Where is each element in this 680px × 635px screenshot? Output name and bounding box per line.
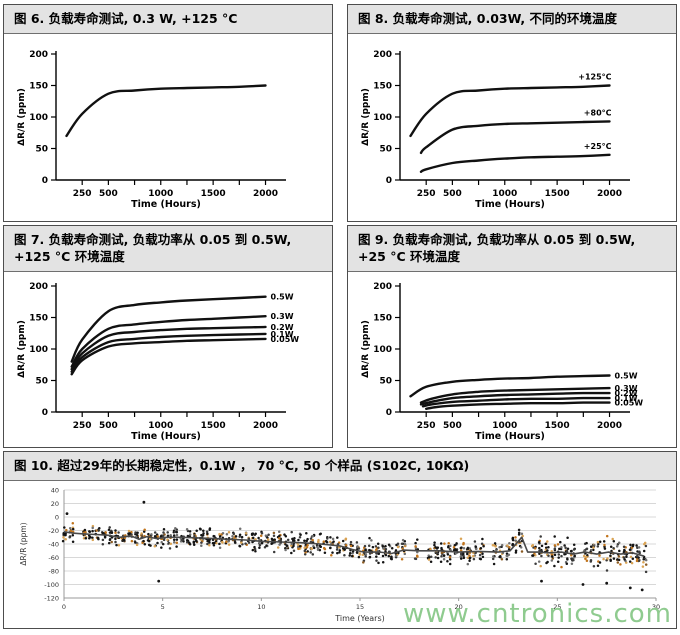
svg-text:-60: -60	[48, 554, 59, 562]
svg-text:2000: 2000	[597, 421, 622, 431]
svg-text:1000: 1000	[148, 421, 173, 431]
svg-text:Time (Hours): Time (Hours)	[131, 431, 201, 442]
figure-9-chart: 0 50 100 150 200 250 500 1000 1500 2000 Time (Hour…	[348, 272, 676, 447]
svg-text:250: 250	[73, 421, 92, 431]
svg-text:ΔR/R (ppm): ΔR/R (ppm)	[17, 321, 27, 379]
svg-text:+25°C: +25°C	[584, 142, 612, 151]
svg-text:200: 200	[29, 50, 48, 60]
svg-text:0.3W: 0.3W	[615, 384, 638, 393]
svg-text:500: 500	[443, 421, 462, 431]
figure-9-panel: 图 9. 负载寿命测试, 负载功率从 0.05 到 0.5W, +25 °C 环…	[347, 225, 677, 448]
svg-text:500: 500	[99, 421, 118, 431]
svg-text:100: 100	[29, 345, 48, 355]
svg-text:0: 0	[55, 514, 59, 522]
svg-text:Time (Hours): Time (Hours)	[131, 199, 201, 210]
figure-9-title: 图 9. 负载寿命测试, 负载功率从 0.05 到 0.5W, +25 °C 环…	[348, 226, 676, 272]
svg-text:150: 150	[373, 314, 392, 324]
svg-text:ΔR/R (ppm): ΔR/R (ppm)	[19, 523, 28, 566]
svg-text:-80: -80	[48, 568, 59, 576]
svg-text:1500: 1500	[201, 189, 226, 199]
svg-text:30: 30	[652, 603, 660, 611]
svg-text:25: 25	[553, 603, 561, 611]
svg-text:-20: -20	[48, 527, 59, 535]
svg-text:250: 250	[73, 189, 92, 199]
svg-text:0: 0	[386, 408, 392, 418]
svg-text:0.2W: 0.2W	[615, 389, 638, 398]
svg-text:0.1W: 0.1W	[615, 395, 638, 404]
svg-text:-100: -100	[44, 581, 59, 589]
svg-text:1500: 1500	[545, 421, 570, 431]
svg-text:15: 15	[356, 603, 364, 611]
svg-text:100: 100	[373, 345, 392, 355]
svg-text:150: 150	[373, 82, 392, 92]
svg-text:200: 200	[29, 282, 48, 292]
svg-text:10: 10	[257, 603, 265, 611]
svg-text:1500: 1500	[201, 421, 226, 431]
svg-text:200: 200	[373, 282, 392, 292]
svg-text:0.5W: 0.5W	[615, 372, 638, 381]
svg-text:100: 100	[29, 113, 48, 123]
svg-text:2000: 2000	[597, 189, 622, 199]
figure-8-panel: 图 8. 负载寿命测试, 0.03W, 不同的环境温度 0 50 100 150 200…	[347, 4, 677, 222]
svg-text:0.05W: 0.05W	[615, 399, 644, 408]
svg-text:-120: -120	[44, 595, 59, 603]
svg-text:0: 0	[42, 176, 48, 186]
svg-text:-40: -40	[48, 541, 59, 549]
svg-text:Time (Hours): Time (Hours)	[475, 431, 545, 442]
svg-text:0: 0	[42, 408, 48, 418]
svg-text:20: 20	[51, 500, 59, 508]
svg-text:1500: 1500	[545, 189, 570, 199]
figure-10-title: 图 10. 超过29年的长期稳定性，0.1W ， 70 °C, 50 个样品 (…	[4, 452, 676, 481]
svg-text:+125°C: +125°C	[578, 73, 611, 82]
svg-text:ΔR/R (ppm): ΔR/R (ppm)	[361, 89, 371, 147]
svg-text:0.3W: 0.3W	[271, 313, 294, 322]
svg-text:Time (Years): Time (Years)	[334, 614, 384, 623]
figure-10-panel: 图 10. 超过29年的长期稳定性，0.1W ， 70 °C, 50 个样品 (…	[3, 451, 677, 629]
svg-text:500: 500	[99, 189, 118, 199]
svg-text:0.2W: 0.2W	[271, 323, 294, 332]
svg-text:1000: 1000	[492, 421, 517, 431]
svg-text:2000: 2000	[253, 189, 278, 199]
svg-text:150: 150	[29, 82, 48, 92]
figure-8-chart: 0 50 100 150 200 250 500 1000 1500 2000 Time (Hour…	[348, 34, 676, 221]
figure-6-chart: 0 50 100 150 200 250 500 1000 1500 2000 Time (Hour…	[4, 34, 332, 221]
figure-7-title: 图 7. 负载寿命测试, 负载功率从 0.05 到 0.5W, +125 °C …	[4, 226, 332, 272]
svg-text:250: 250	[417, 421, 436, 431]
figure-7-panel: 图 7. 负载寿命测试, 负载功率从 0.05 到 0.5W, +125 °C …	[3, 225, 333, 448]
svg-text:500: 500	[443, 189, 462, 199]
figure-6-title: 图 6. 负载寿命测试, 0.3 W, +125 °C	[4, 5, 332, 34]
svg-text:20: 20	[455, 603, 463, 611]
figures-row-top: 图 6. 负载寿命测试, 0.3 W, +125 °C 0 50 100 150 200…	[3, 4, 677, 222]
figure-6-panel: 图 6. 负载寿命测试, 0.3 W, +125 °C 0 50 100 150 200…	[3, 4, 333, 222]
svg-text:250: 250	[417, 189, 436, 199]
svg-text:1000: 1000	[148, 189, 173, 199]
svg-text:0.5W: 0.5W	[271, 293, 294, 302]
svg-text:ΔR/R (ppm): ΔR/R (ppm)	[17, 89, 27, 147]
svg-text:0: 0	[62, 603, 66, 611]
svg-text:100: 100	[373, 113, 392, 123]
svg-text:50: 50	[379, 145, 392, 155]
svg-text:ΔR/R (ppm): ΔR/R (ppm)	[361, 321, 371, 379]
svg-text:200: 200	[373, 50, 392, 60]
svg-text:0.1W: 0.1W	[271, 330, 294, 339]
svg-text:0.05W: 0.05W	[271, 335, 300, 344]
svg-text:50: 50	[35, 377, 48, 387]
svg-text:40: 40	[51, 487, 59, 495]
svg-text:50: 50	[379, 377, 392, 387]
svg-text:2000: 2000	[253, 421, 278, 431]
svg-text:Time (Hours): Time (Hours)	[475, 199, 545, 210]
figure-10-chart: 40 20 0 -20 -40 -60 -80 -100 -120 0 5 10 15 20 25 30 Tim…	[4, 481, 676, 628]
svg-text:150: 150	[29, 314, 48, 324]
figures-row-middle: 图 7. 负载寿命测试, 负载功率从 0.05 到 0.5W, +125 °C …	[3, 225, 677, 448]
figure-8-title: 图 8. 负载寿命测试, 0.03W, 不同的环境温度	[348, 5, 676, 34]
svg-text:5: 5	[161, 603, 165, 611]
svg-text:+80°C: +80°C	[584, 109, 612, 118]
svg-text:50: 50	[35, 145, 48, 155]
figure-7-chart: 0 50 100 150 200 250 500 1000 1500 2000 Time (Hour…	[4, 272, 332, 447]
svg-text:1000: 1000	[492, 189, 517, 199]
svg-text:0: 0	[386, 176, 392, 186]
